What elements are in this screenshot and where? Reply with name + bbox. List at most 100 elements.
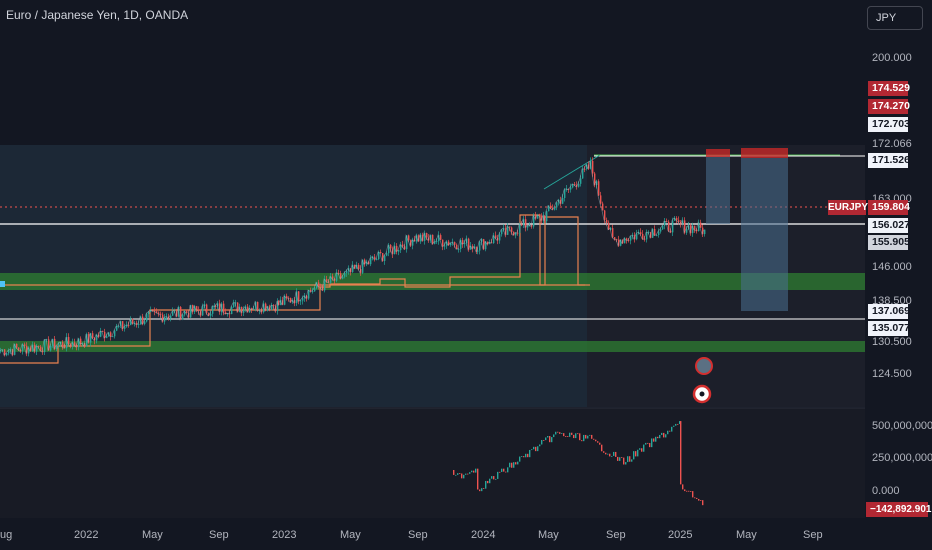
candle-body: [666, 221, 668, 222]
candle-body: [546, 211, 548, 222]
candle-body: [22, 344, 24, 352]
candle-body: [66, 337, 68, 349]
candle-body: [616, 239, 618, 241]
candle-body: [288, 297, 290, 299]
candle-body: [362, 259, 364, 273]
candle-body: [414, 239, 416, 242]
candle-body: [132, 319, 134, 324]
candle-body: [360, 269, 362, 273]
osc-label-500m: 500,000,000: [872, 420, 932, 432]
position-stop-2[interactable]: [741, 148, 788, 158]
osc-bar: [619, 457, 621, 461]
candle-body: [519, 224, 521, 233]
osc-bar: [615, 451, 617, 457]
candle-body: [464, 243, 466, 245]
osc-bar: [575, 433, 577, 439]
time-label-sep-23: Sep: [408, 529, 428, 541]
candle-body: [14, 343, 16, 355]
osc-bar: [671, 426, 673, 432]
candle-body: [194, 306, 196, 312]
candle-body: [237, 302, 239, 312]
candle-body: [312, 291, 314, 293]
osc-bar: [557, 431, 559, 433]
price-tag-155-905: 155.905: [868, 235, 910, 250]
candle-body: [444, 245, 446, 247]
osc-bar: [541, 440, 543, 445]
candle-body: [402, 244, 404, 247]
position-stop-1[interactable]: [706, 149, 730, 157]
position-target-2[interactable]: [741, 158, 788, 311]
candle-body: [106, 336, 108, 339]
osc-bar: [569, 432, 571, 437]
osc-bar: [549, 436, 551, 443]
candle-body: [694, 225, 696, 230]
candle-body: [233, 302, 235, 307]
time-label-aug: ug: [0, 529, 13, 541]
osc-bar: [475, 468, 477, 473]
osc-bar: [651, 438, 653, 448]
candle-body: [537, 215, 539, 219]
candle-body: [116, 326, 118, 331]
candle-body: [604, 210, 606, 220]
candle-body: [160, 313, 162, 315]
alert-marker-gray[interactable]: [695, 357, 713, 375]
osc-bar: [487, 480, 489, 484]
candle-body: [564, 189, 566, 198]
time-label-sep-25: Sep: [803, 529, 823, 541]
osc-bar: [647, 442, 649, 444]
currency-button[interactable]: JPY: [867, 6, 923, 30]
osc-bar: [531, 449, 533, 451]
osc-bar: [577, 433, 579, 435]
position-target-1[interactable]: [706, 157, 730, 224]
price-tag-156-027: 156.027: [868, 218, 910, 233]
candle-body: [509, 226, 511, 228]
candle-body: [138, 324, 140, 325]
candle-body: [476, 246, 478, 252]
candle-body: [310, 290, 312, 292]
osc-bar: [692, 491, 694, 498]
candle-body: [400, 244, 402, 251]
candle-body: [204, 304, 206, 307]
candle-body: [424, 233, 426, 241]
candle-body: [326, 279, 328, 282]
candle-body: [148, 312, 150, 315]
axis-label-200: 200.000: [872, 52, 912, 64]
candle-body: [511, 227, 513, 232]
candle-body: [652, 228, 654, 238]
osc-bar: [537, 446, 539, 452]
price-tag-171-526: 171.526: [868, 153, 910, 168]
price-tag-174-529: 174.529: [868, 81, 910, 96]
osc-bar: [527, 453, 529, 458]
osc-bar: [649, 443, 651, 448]
candle-body: [592, 160, 594, 174]
candle-body: [412, 239, 414, 246]
osc-bar: [597, 441, 599, 443]
candle-body: [448, 241, 450, 246]
candle-body: [170, 315, 172, 319]
candle-body: [294, 300, 296, 304]
candle-body: [6, 353, 8, 356]
candle-body: [316, 282, 318, 289]
candle-body: [158, 312, 160, 314]
candle-body: [196, 306, 198, 310]
candle-body: [192, 305, 194, 312]
candle-body: [50, 345, 52, 351]
osc-bar: [633, 451, 635, 460]
candle-body: [489, 242, 491, 245]
candle-body: [223, 303, 225, 313]
candle-body: [38, 345, 40, 347]
price-series-line: [0, 160, 705, 357]
osc-bar: [613, 451, 615, 456]
candle-body: [16, 343, 18, 348]
candle-body: [578, 183, 580, 187]
time-label-may-22: May: [142, 529, 163, 541]
candle-body: [225, 312, 227, 315]
candle-body: [554, 207, 556, 210]
candle-body: [678, 220, 680, 222]
osc-bar: [513, 462, 515, 468]
osc-bar: [589, 434, 591, 436]
candle-body: [202, 306, 204, 316]
osc-bar: [525, 453, 527, 458]
